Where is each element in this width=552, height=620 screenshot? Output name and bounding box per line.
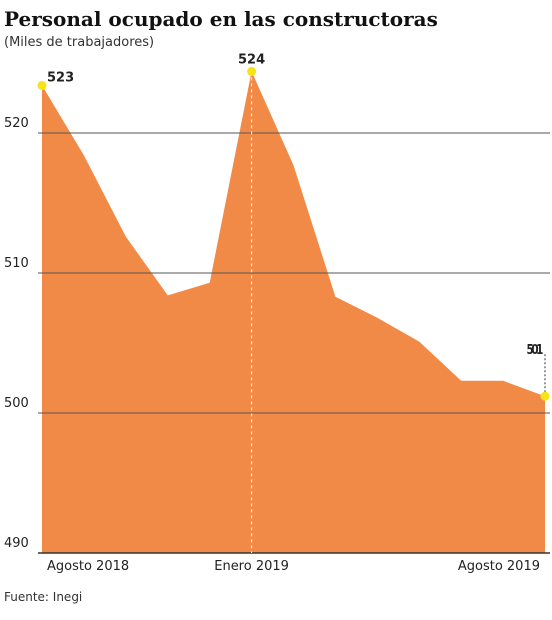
value-label: 523 — [47, 70, 74, 85]
y-tick-label: 520 — [4, 116, 29, 131]
area — [42, 71, 545, 554]
source: Fuente: Inegi — [4, 590, 82, 604]
y-tick-label: 490 — [4, 536, 29, 551]
y-tick-label: 500 — [4, 396, 29, 411]
chart-title: Personal ocupado en las constructoras — [4, 7, 438, 31]
highlight-point — [37, 80, 47, 90]
x-tick-label: Enero 2019 — [214, 559, 289, 574]
chart-subtitle: (Miles de trabajadores) — [4, 35, 154, 50]
value-label: 524 — [238, 52, 265, 67]
highlight-point — [247, 66, 257, 76]
y-tick-label: 510 — [4, 256, 29, 271]
x-tick-label: Agosto 2018 — [47, 559, 129, 574]
value-label: 501 — [526, 342, 543, 357]
highlight-point — [540, 391, 550, 401]
x-tick-label: Agosto 2019 — [458, 559, 540, 574]
